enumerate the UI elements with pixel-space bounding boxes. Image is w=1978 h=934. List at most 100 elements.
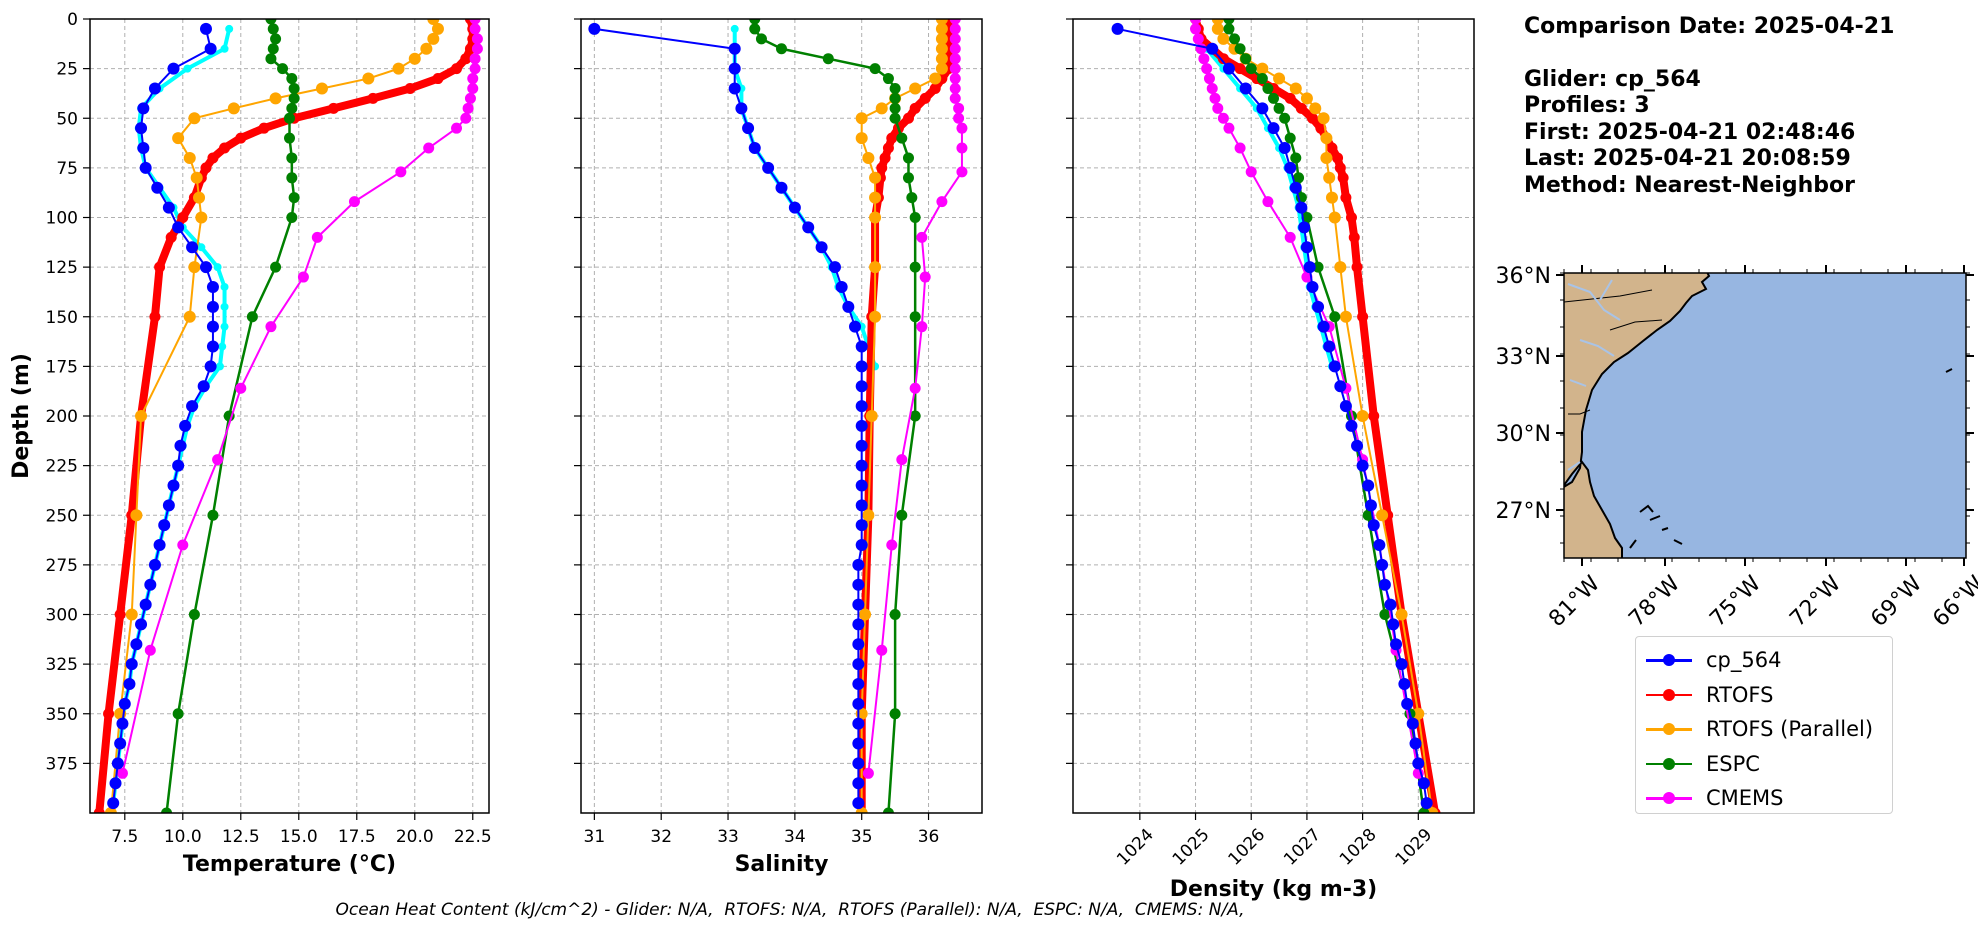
data-point-cmems — [919, 271, 931, 283]
data-point-rtofs — [1295, 102, 1307, 114]
data-point-cmems — [886, 539, 898, 551]
data-point-glider — [186, 400, 199, 413]
data-point-glider — [1356, 459, 1369, 472]
x-tick-label: 32 — [650, 827, 672, 847]
data-point-glider — [206, 280, 219, 293]
data-point-rtofs — [235, 132, 247, 144]
data-point-espc — [889, 82, 901, 94]
data-point-rtofs_parallel — [1309, 102, 1322, 115]
data-point-espc — [889, 708, 901, 720]
data-point-rtofs — [114, 609, 126, 620]
data-point-espc — [909, 311, 921, 323]
data-point-espc — [246, 311, 258, 323]
data-point-cmems — [395, 166, 407, 178]
data-point-rtofs_parallel — [188, 261, 201, 274]
data-point-rtofs_parallel — [1426, 807, 1439, 813]
data-point-glider_raw — [218, 342, 227, 351]
data-point-glider_raw — [183, 64, 192, 73]
data-point-rtofs — [149, 311, 161, 323]
data-point-cmems — [1201, 63, 1213, 75]
data-point-glider — [109, 777, 122, 790]
data-point-glider — [1222, 62, 1235, 75]
data-point-cmems — [949, 53, 961, 65]
data-point-espc — [172, 708, 184, 720]
data-point-cmems — [1198, 53, 1210, 65]
data-point-glider_raw — [215, 362, 224, 371]
legend-swatch — [1644, 650, 1694, 670]
data-point-cmems — [469, 63, 481, 75]
data-point-glider — [815, 241, 828, 254]
data-point-espc — [889, 609, 901, 620]
data-point-rtofs — [258, 122, 270, 134]
data-point-rtofs_parallel — [431, 22, 444, 35]
data-point-glider — [125, 658, 138, 671]
data-point-rtofs — [93, 807, 105, 813]
data-point-cmems — [949, 19, 961, 25]
data-point-rtofs_parallel — [183, 310, 196, 323]
data-point-glider — [116, 717, 129, 730]
data-point-glider — [197, 380, 210, 393]
data-point-rtofs_parallel — [125, 608, 138, 621]
y-tick-label: 125 — [46, 258, 78, 278]
data-point-rtofs_parallel — [869, 310, 882, 323]
data-point-glider — [852, 558, 865, 571]
data-point-rtofs_parallel — [865, 410, 878, 422]
data-point-glider — [111, 757, 124, 770]
map-lon-label: 75°W — [1705, 571, 1766, 632]
y-tick-label: 200 — [46, 407, 78, 427]
data-point-espc — [906, 192, 918, 204]
data-point-glider — [852, 697, 865, 710]
data-point-espc — [284, 112, 295, 124]
data-point-rtofs_parallel — [420, 42, 433, 55]
legend-label: CMEMS — [1706, 786, 1784, 810]
series-line-glider_raw — [732, 26, 878, 369]
data-point-cmems — [909, 382, 921, 394]
data-point-espc — [889, 112, 901, 124]
data-point-espc — [902, 152, 914, 164]
series-line-glider — [112, 27, 214, 805]
data-point-glider — [1395, 658, 1408, 671]
data-point-glider — [835, 280, 848, 293]
data-point-cmems — [1217, 112, 1229, 124]
data-point-cmems — [471, 43, 483, 55]
data-point-glider — [728, 62, 741, 75]
data-point-glider — [1387, 618, 1400, 631]
data-point-espc — [207, 509, 219, 521]
data-point-espc — [869, 63, 881, 75]
data-point-espc — [161, 807, 173, 813]
data-point-rtofs — [1217, 53, 1229, 65]
data-point-espc — [1245, 63, 1257, 75]
data-point-glider — [1312, 300, 1325, 313]
data-point-espc — [909, 261, 921, 273]
data-point-cmems — [144, 644, 156, 656]
data-point-rtofs_parallel — [1211, 19, 1224, 25]
data-point-glider — [1256, 102, 1269, 115]
data-point-glider — [788, 201, 801, 214]
data-point-glider — [1334, 380, 1347, 393]
data-point-glider — [199, 22, 212, 35]
data-point-glider — [174, 439, 187, 452]
data-point-espc — [1284, 132, 1296, 144]
x-tick-label: 12.5 — [222, 827, 260, 847]
data-point-espc — [286, 73, 298, 85]
data-point-glider — [852, 757, 865, 770]
data-point-espc — [889, 102, 901, 114]
data-point-rtofs_parallel — [935, 32, 948, 45]
x-tick-label: 7.5 — [111, 827, 138, 847]
legend-item-rtofs-parallel: RTOFS (Parallel) — [1644, 714, 1873, 744]
data-point-rtofs_parallel — [1323, 171, 1336, 184]
x-tick-label: 35 — [851, 827, 873, 847]
data-point-glider — [153, 539, 166, 552]
data-point-rtofs — [451, 63, 463, 75]
data-point-rtofs — [882, 142, 894, 154]
data-point-glider — [1323, 340, 1336, 353]
data-point-cmems — [956, 122, 968, 134]
data-point-espc — [267, 23, 279, 35]
data-point-rtofs — [1357, 311, 1369, 323]
data-point-glider_raw — [220, 44, 229, 53]
data-point-glider — [1362, 479, 1375, 492]
x-axis-label: Temperature (°C) — [183, 852, 396, 877]
legend-swatch — [1644, 754, 1694, 774]
data-point-glider — [1295, 201, 1308, 214]
data-point-rtofs_parallel — [855, 112, 868, 125]
